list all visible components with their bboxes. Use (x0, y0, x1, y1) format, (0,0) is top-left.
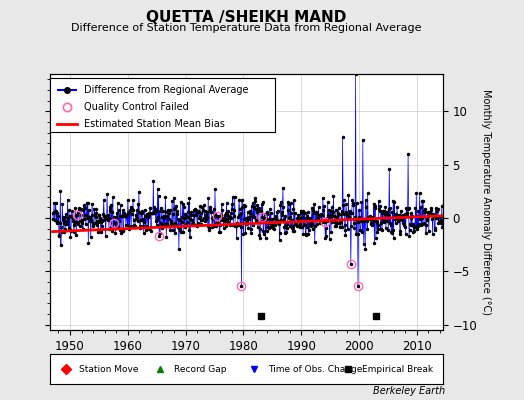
Text: Record Gap: Record Gap (173, 364, 226, 374)
Text: Quality Control Failed: Quality Control Failed (84, 102, 188, 112)
Text: Station Move: Station Move (79, 364, 139, 374)
Text: QUETTA /SHEIKH MAND: QUETTA /SHEIKH MAND (146, 10, 346, 25)
Text: Estimated Station Mean Bias: Estimated Station Mean Bias (84, 120, 224, 130)
Text: Difference of Station Temperature Data from Regional Average: Difference of Station Temperature Data f… (71, 23, 421, 33)
Text: Berkeley Earth: Berkeley Earth (373, 386, 445, 396)
Text: Empirical Break: Empirical Break (362, 364, 433, 374)
Text: Difference from Regional Average: Difference from Regional Average (84, 85, 248, 95)
Text: Time of Obs. Change: Time of Obs. Change (268, 364, 362, 374)
Y-axis label: Monthly Temperature Anomaly Difference (°C): Monthly Temperature Anomaly Difference (… (482, 89, 492, 315)
